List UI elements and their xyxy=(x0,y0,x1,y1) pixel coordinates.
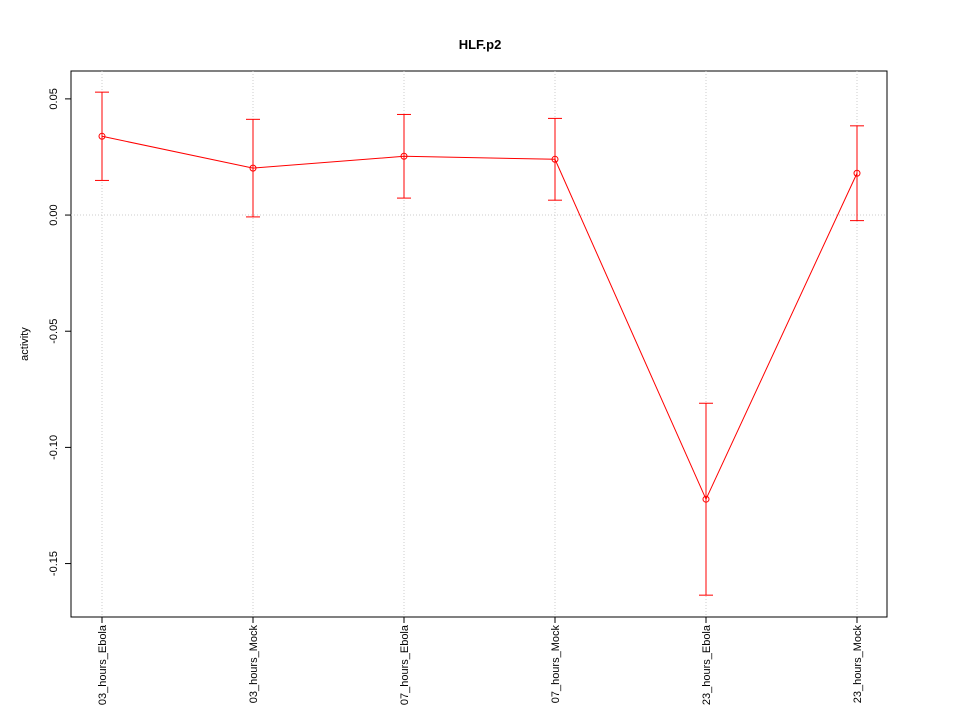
y-tick-label: -0.15 xyxy=(48,551,60,576)
chart-title: HLF.p2 xyxy=(459,37,502,52)
y-tick-label: -0.10 xyxy=(48,435,60,460)
x-tick-label: 03_hours_Ebola xyxy=(97,624,109,705)
y-axis-label: activity xyxy=(19,327,31,361)
plot-frame xyxy=(70,70,888,618)
x-tick-label: 23_hours_Ebola xyxy=(701,624,713,705)
x-tick-label: 23_hours_Mock xyxy=(852,625,864,704)
x-tick-label: 03_hours_Mock xyxy=(248,625,260,704)
y-tick-label: 0.00 xyxy=(48,204,60,225)
y-tick-label: 0.05 xyxy=(48,88,60,109)
point xyxy=(551,155,559,163)
series-line xyxy=(101,135,858,501)
point xyxy=(249,164,257,172)
x-tick-label: 07_hours_Mock xyxy=(550,625,562,704)
point xyxy=(400,152,408,160)
point xyxy=(702,495,710,503)
point xyxy=(853,169,861,177)
point xyxy=(98,132,106,140)
x-tick-label: 07_hours_Ebola xyxy=(399,624,411,705)
y-tick-label: -0.05 xyxy=(48,319,60,344)
